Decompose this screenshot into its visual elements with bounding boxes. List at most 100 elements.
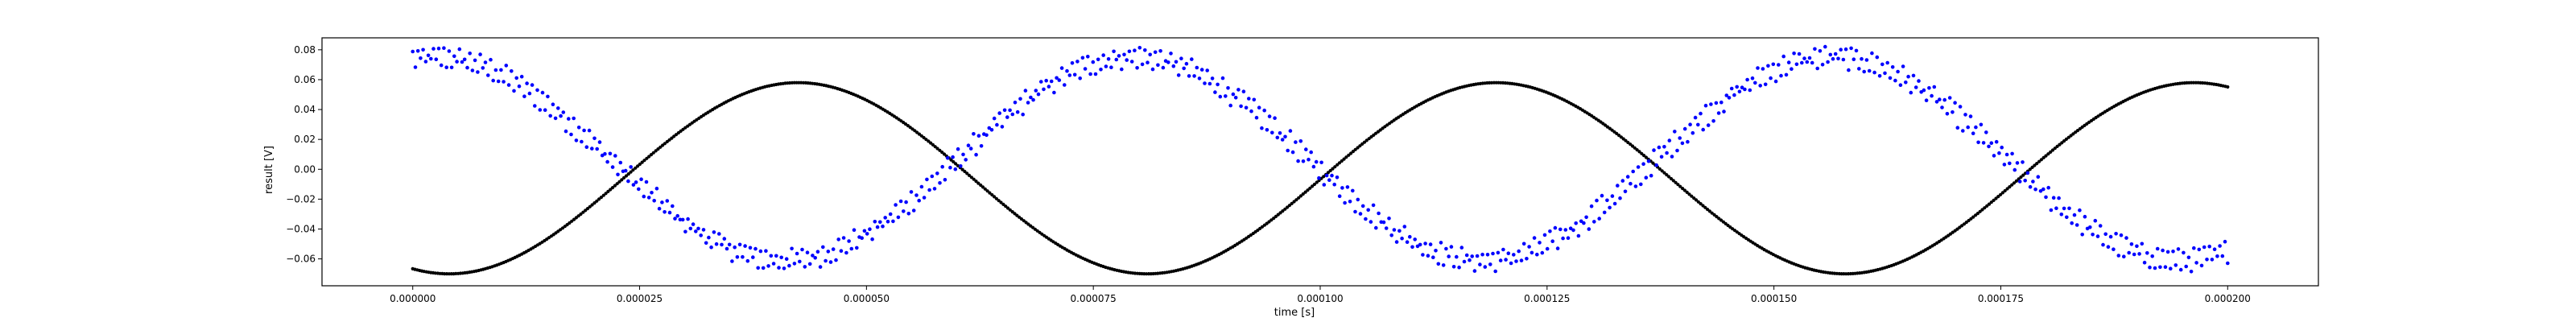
data-point — [1693, 115, 1698, 120]
data-point — [1514, 259, 1518, 263]
data-point — [1220, 76, 1225, 80]
data-point — [1135, 66, 1139, 70]
data-point — [564, 129, 568, 134]
data-point — [609, 188, 613, 192]
data-point — [868, 227, 872, 232]
data-point — [2220, 254, 2225, 258]
x-tick-label: 0.000125 — [1524, 293, 1570, 304]
data-point — [499, 68, 503, 72]
data-point — [1618, 196, 1622, 200]
data-point — [1890, 65, 1895, 69]
data-point — [1190, 57, 1194, 61]
data-point — [1322, 183, 1327, 187]
data-point — [803, 265, 807, 269]
data-point — [743, 244, 747, 248]
data-point — [1236, 88, 1241, 92]
data-point — [1649, 173, 1653, 178]
data-point — [2041, 187, 2046, 192]
data-point — [945, 156, 950, 160]
data-point — [1818, 49, 1823, 53]
data-point — [1008, 208, 1012, 212]
data-point — [1996, 195, 2000, 199]
data-point — [415, 49, 420, 53]
data-point — [792, 262, 797, 266]
x-tick-label: 0.000025 — [617, 293, 663, 304]
data-point — [2212, 247, 2217, 252]
data-point — [592, 136, 597, 141]
data-point — [2108, 234, 2113, 239]
data-point — [2075, 129, 2080, 133]
data-point — [943, 178, 947, 182]
data-point — [2098, 224, 2103, 228]
data-point — [639, 177, 643, 181]
data-point — [1444, 246, 1448, 251]
data-point — [1636, 165, 1641, 169]
data-point — [1981, 141, 1986, 145]
data-point — [828, 260, 833, 264]
data-point — [1989, 141, 1994, 145]
data-point — [1800, 60, 1804, 65]
data-point — [2091, 233, 2095, 237]
data-point — [1337, 161, 1342, 165]
data-point — [1994, 196, 1998, 200]
data-point — [956, 163, 960, 167]
data-point — [1290, 201, 1294, 205]
data-point — [1171, 64, 1176, 68]
data-point — [620, 178, 624, 182]
data-point — [1521, 242, 1526, 246]
data-point — [1669, 176, 1674, 181]
data-point — [1436, 262, 1441, 266]
data-point — [413, 65, 418, 69]
data-point — [1455, 254, 1459, 259]
data-point — [1566, 236, 1571, 241]
data-point — [1055, 76, 1059, 80]
data-point — [1994, 139, 1999, 144]
data-point — [1644, 155, 1648, 159]
data-point — [1665, 173, 1669, 177]
data-point — [1356, 197, 1360, 202]
data-point — [576, 126, 581, 130]
data-point — [1786, 60, 1791, 64]
data-point — [1146, 60, 1150, 64]
data-point — [968, 147, 973, 151]
data-point — [645, 156, 649, 160]
data-point — [2112, 247, 2116, 252]
data-point — [1150, 67, 1155, 72]
data-point — [1464, 253, 1469, 258]
data-point — [1870, 51, 1874, 56]
data-point — [2169, 266, 2173, 271]
data-point — [1423, 242, 1427, 246]
data-point — [841, 236, 846, 240]
data-point — [1031, 97, 1035, 102]
data-point — [1927, 86, 1931, 90]
data-point — [1070, 61, 1075, 65]
data-point — [1197, 76, 1202, 80]
x-tick-label: 0.000000 — [390, 293, 436, 304]
data-point — [533, 104, 537, 108]
data-point — [1093, 72, 1098, 76]
data-point — [1980, 208, 1984, 212]
data-point — [2010, 151, 2014, 156]
data-point — [1729, 86, 1734, 91]
data-point — [1451, 265, 1456, 269]
data-point — [748, 246, 753, 250]
data-point — [1005, 206, 1010, 210]
data-point — [1333, 165, 1337, 169]
data-point — [1810, 60, 1814, 65]
y-axis: −0.06 −0.04 −0.02 0.00 0.02 0.04 0.06 0.08 — [286, 44, 322, 265]
data-point — [1630, 144, 1635, 148]
data-point — [1687, 192, 1691, 196]
data-point — [2155, 246, 2160, 251]
data-point — [574, 138, 579, 142]
data-point — [1904, 80, 1908, 85]
data-point — [1260, 225, 1265, 229]
data-point — [1182, 66, 1186, 71]
data-point — [1616, 184, 1620, 188]
data-point — [2202, 245, 2207, 250]
data-point — [1576, 233, 1581, 238]
data-point — [1292, 200, 1296, 204]
data-point — [1699, 111, 1703, 116]
x-tick-label: 0.000175 — [1978, 293, 2024, 304]
data-point — [1205, 68, 1209, 72]
